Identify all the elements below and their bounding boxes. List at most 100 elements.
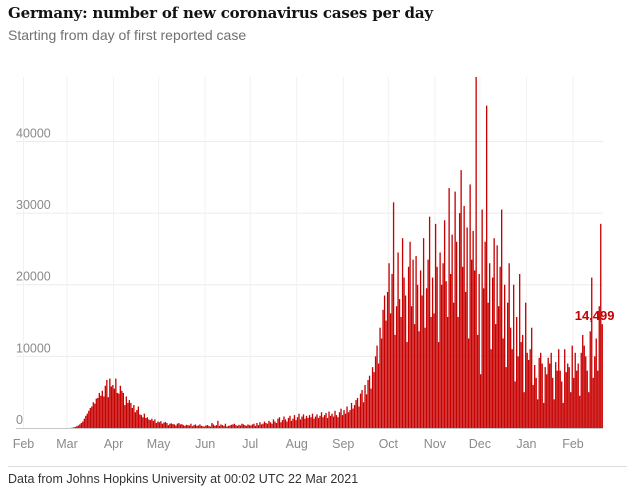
bar xyxy=(394,334,396,428)
bar xyxy=(392,202,395,428)
bar xyxy=(157,421,159,428)
bar xyxy=(562,402,564,428)
bar xyxy=(601,324,603,428)
bar xyxy=(277,418,279,428)
bar xyxy=(485,105,488,428)
bar xyxy=(227,425,230,428)
bar xyxy=(364,385,366,428)
bar xyxy=(341,415,344,428)
bar xyxy=(437,342,440,428)
bar xyxy=(142,417,144,428)
bar xyxy=(588,392,590,428)
x-tick-label: Jul xyxy=(242,437,258,451)
bar xyxy=(427,259,429,428)
bar xyxy=(280,422,282,428)
bar xyxy=(113,388,115,428)
bar xyxy=(118,393,120,428)
bar xyxy=(388,263,390,428)
bar xyxy=(212,424,215,428)
bar xyxy=(374,356,377,428)
bar xyxy=(335,415,338,428)
y-tick-label: 30000 xyxy=(16,198,51,212)
bar xyxy=(307,417,309,428)
bar xyxy=(401,238,404,428)
bar xyxy=(281,420,284,428)
bar xyxy=(571,345,573,428)
bar xyxy=(395,306,398,428)
bar xyxy=(145,417,147,428)
bar xyxy=(224,423,227,428)
bar xyxy=(352,408,354,428)
bar xyxy=(549,363,551,428)
bar xyxy=(526,352,528,428)
bar xyxy=(368,375,371,428)
bar xyxy=(95,398,97,428)
bar xyxy=(127,402,129,428)
bar xyxy=(361,390,363,428)
source-note: Data from Johns Hopkins University at 00… xyxy=(8,472,359,486)
bar xyxy=(253,423,255,428)
bar xyxy=(451,234,453,428)
bar xyxy=(268,420,270,428)
bar xyxy=(523,392,525,428)
bar xyxy=(528,359,530,428)
bar xyxy=(442,263,444,428)
bar xyxy=(311,413,314,428)
bar xyxy=(507,302,509,428)
bar xyxy=(188,425,191,428)
bar xyxy=(190,423,192,428)
bar xyxy=(302,414,305,428)
bar xyxy=(170,423,173,428)
bar xyxy=(155,422,158,428)
bar xyxy=(101,390,103,428)
bar xyxy=(169,423,171,428)
bar xyxy=(290,420,293,428)
bar xyxy=(184,425,186,428)
bar xyxy=(139,414,141,428)
bar xyxy=(235,425,237,428)
bar xyxy=(529,349,531,428)
bar xyxy=(295,420,297,428)
bar xyxy=(403,277,405,428)
bar xyxy=(532,385,534,428)
bar xyxy=(293,415,296,428)
bar xyxy=(106,380,108,428)
bar xyxy=(343,410,345,428)
bar xyxy=(94,403,96,428)
bar xyxy=(585,356,587,428)
bar xyxy=(579,395,581,428)
x-tick-label: Feb xyxy=(13,437,35,451)
bar xyxy=(407,266,410,428)
bar xyxy=(338,412,341,428)
bar xyxy=(510,327,512,428)
bar xyxy=(173,424,176,428)
bar xyxy=(577,363,579,428)
bar xyxy=(418,331,420,428)
bar xyxy=(151,418,153,428)
bar xyxy=(552,377,554,428)
bar xyxy=(152,420,155,428)
bar xyxy=(484,241,486,428)
bar xyxy=(97,397,99,428)
bar xyxy=(410,306,413,428)
bar xyxy=(501,209,503,428)
bar xyxy=(272,419,275,428)
bar xyxy=(203,426,206,428)
bar xyxy=(194,424,197,428)
bar xyxy=(211,422,213,428)
bar xyxy=(167,425,170,428)
bar xyxy=(558,349,560,428)
bar xyxy=(287,417,290,428)
bar xyxy=(413,324,416,428)
bar xyxy=(400,316,402,428)
bar xyxy=(505,367,507,428)
bar xyxy=(260,424,263,428)
bar xyxy=(256,422,258,428)
bar xyxy=(137,406,140,428)
bar xyxy=(245,425,248,428)
bar xyxy=(257,425,260,428)
bar xyxy=(284,419,287,428)
bar xyxy=(434,223,437,428)
bar xyxy=(298,413,300,428)
bar xyxy=(487,302,489,428)
